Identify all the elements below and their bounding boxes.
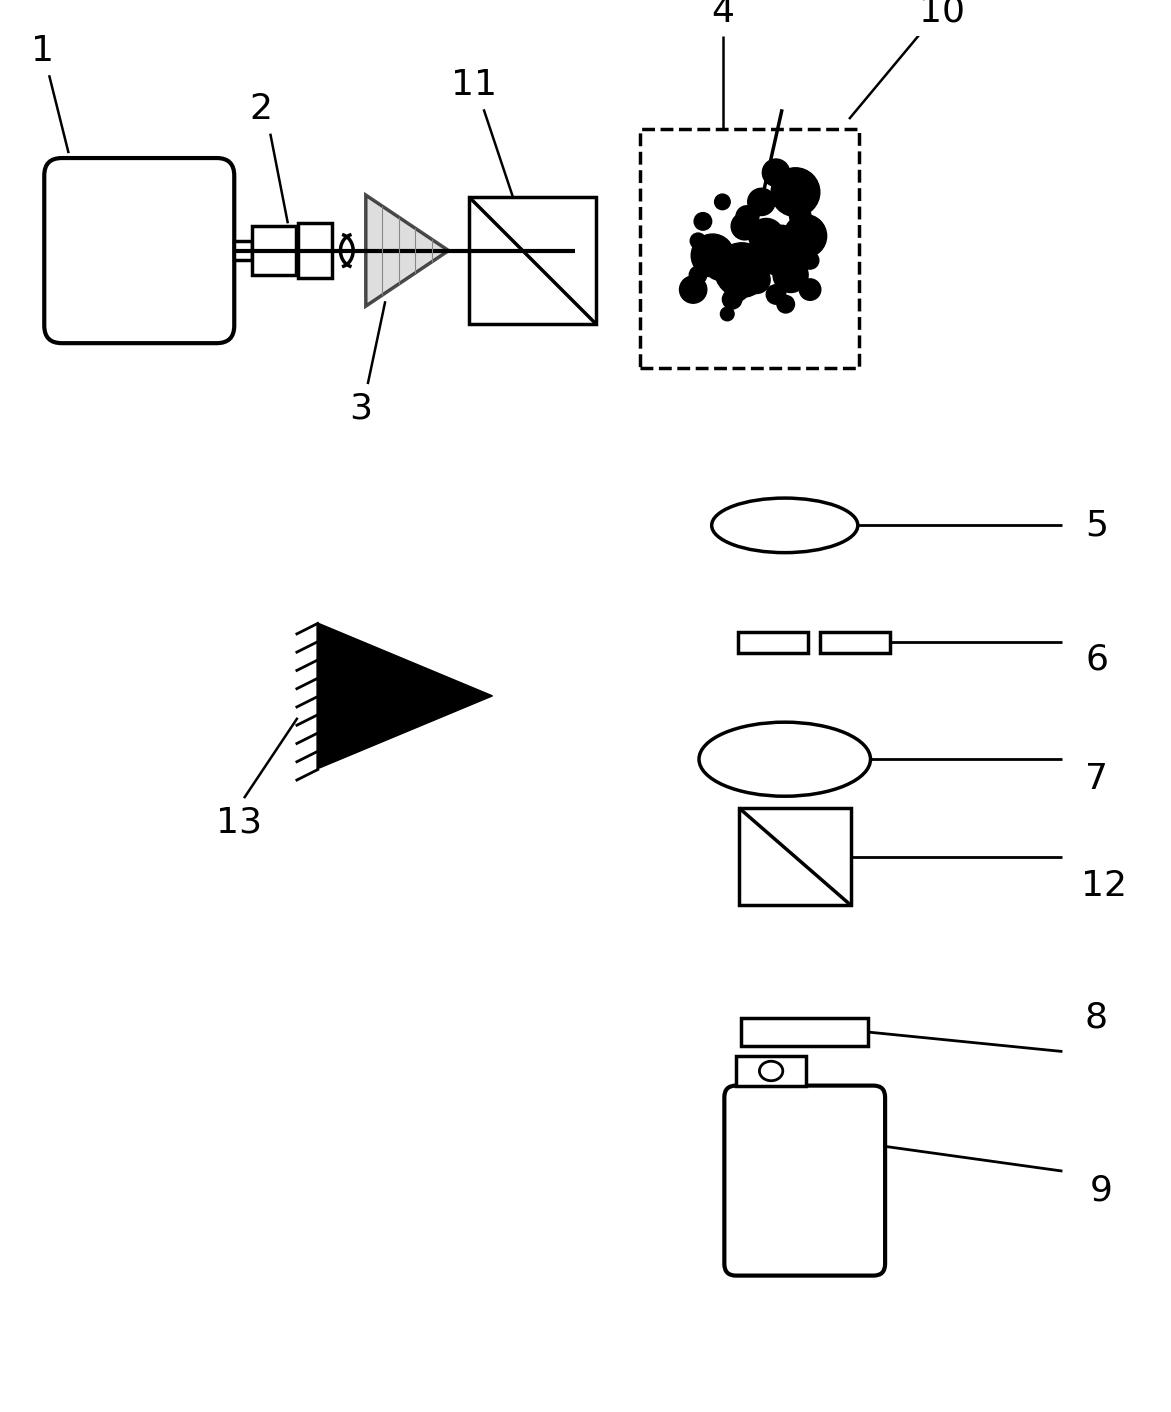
Circle shape — [723, 289, 742, 309]
Circle shape — [773, 257, 808, 292]
Circle shape — [714, 243, 769, 298]
Circle shape — [748, 219, 783, 254]
Polygon shape — [317, 623, 493, 770]
Bar — [639, 128, 858, 367]
Circle shape — [714, 193, 731, 209]
Circle shape — [731, 213, 759, 240]
Ellipse shape — [760, 1062, 782, 1080]
Bar — [297, 223, 331, 278]
Bar — [737, 1056, 806, 1086]
Circle shape — [748, 188, 775, 216]
Circle shape — [725, 278, 748, 301]
Circle shape — [800, 278, 821, 301]
Circle shape — [772, 168, 820, 216]
Circle shape — [679, 275, 707, 304]
Circle shape — [776, 295, 794, 313]
Text: 9: 9 — [1090, 1173, 1112, 1207]
Ellipse shape — [712, 498, 858, 552]
Bar — [234, 241, 252, 260]
Circle shape — [762, 160, 789, 186]
Circle shape — [789, 206, 812, 227]
Text: 1: 1 — [30, 34, 54, 68]
Circle shape — [755, 226, 806, 275]
Bar — [739, 808, 851, 905]
Circle shape — [737, 206, 758, 227]
Circle shape — [707, 260, 727, 280]
Circle shape — [694, 213, 712, 230]
Circle shape — [691, 234, 734, 277]
Bar — [820, 631, 890, 652]
Circle shape — [690, 267, 707, 284]
Bar — [741, 1018, 868, 1046]
Text: 6: 6 — [1086, 642, 1108, 676]
Bar — [252, 226, 295, 275]
Text: 3: 3 — [349, 391, 372, 425]
Circle shape — [766, 285, 786, 304]
Text: 13: 13 — [217, 805, 262, 840]
Text: 2: 2 — [249, 92, 272, 126]
Circle shape — [690, 233, 706, 249]
Circle shape — [742, 267, 771, 294]
Ellipse shape — [699, 722, 870, 796]
FancyBboxPatch shape — [44, 158, 234, 343]
Bar — [738, 631, 808, 652]
Text: 5: 5 — [1086, 508, 1108, 542]
Polygon shape — [365, 195, 448, 306]
Text: 11: 11 — [451, 68, 497, 102]
Text: 7: 7 — [1086, 761, 1108, 796]
Text: 8: 8 — [1086, 1000, 1108, 1035]
Text: 12: 12 — [1081, 868, 1128, 902]
FancyBboxPatch shape — [725, 1086, 885, 1275]
Circle shape — [720, 308, 734, 321]
Circle shape — [783, 215, 827, 257]
Bar — [470, 198, 596, 323]
Circle shape — [801, 251, 819, 270]
Text: 4: 4 — [711, 0, 734, 28]
Text: 10: 10 — [918, 0, 965, 28]
